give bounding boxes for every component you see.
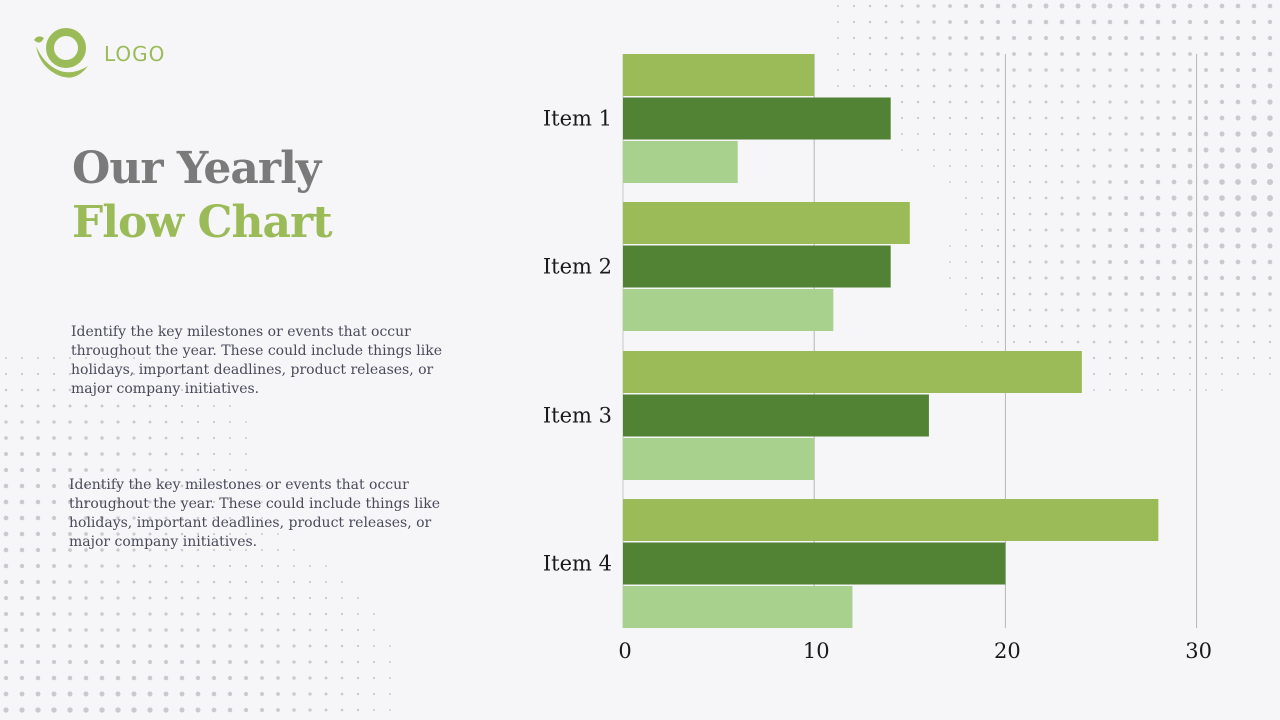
title-line-1: Our Yearly bbox=[72, 143, 321, 194]
bar bbox=[623, 542, 1006, 585]
y-category-label: Item 3 bbox=[543, 404, 612, 428]
leaf-logo-icon bbox=[34, 28, 88, 78]
bar bbox=[623, 499, 1159, 541]
bar bbox=[623, 351, 1082, 393]
title-line-2: Flow Chart bbox=[72, 197, 333, 248]
bar bbox=[623, 438, 815, 480]
bar bbox=[623, 394, 929, 437]
x-tick-label: 20 bbox=[994, 639, 1021, 663]
y-category-label: Item 1 bbox=[543, 107, 612, 131]
logo-text: LOGO bbox=[104, 42, 166, 66]
bar bbox=[623, 289, 834, 331]
bar bbox=[623, 202, 910, 244]
bar bbox=[623, 245, 891, 288]
x-tick-label: 10 bbox=[803, 639, 830, 663]
description-paragraph-2: Identify the key milestones or events th… bbox=[69, 477, 440, 550]
bar bbox=[623, 141, 738, 183]
description-paragraph-1: Identify the key milestones or events th… bbox=[71, 324, 442, 397]
x-tick-label: 30 bbox=[1185, 639, 1212, 663]
bar bbox=[623, 54, 815, 96]
page-title: Our Yearly Flow Chart bbox=[72, 142, 333, 250]
x-tick-label: 0 bbox=[618, 639, 631, 663]
bar bbox=[623, 97, 891, 140]
bar bbox=[623, 586, 853, 628]
y-category-label: Item 4 bbox=[543, 552, 612, 576]
y-category-label: Item 2 bbox=[543, 255, 612, 279]
